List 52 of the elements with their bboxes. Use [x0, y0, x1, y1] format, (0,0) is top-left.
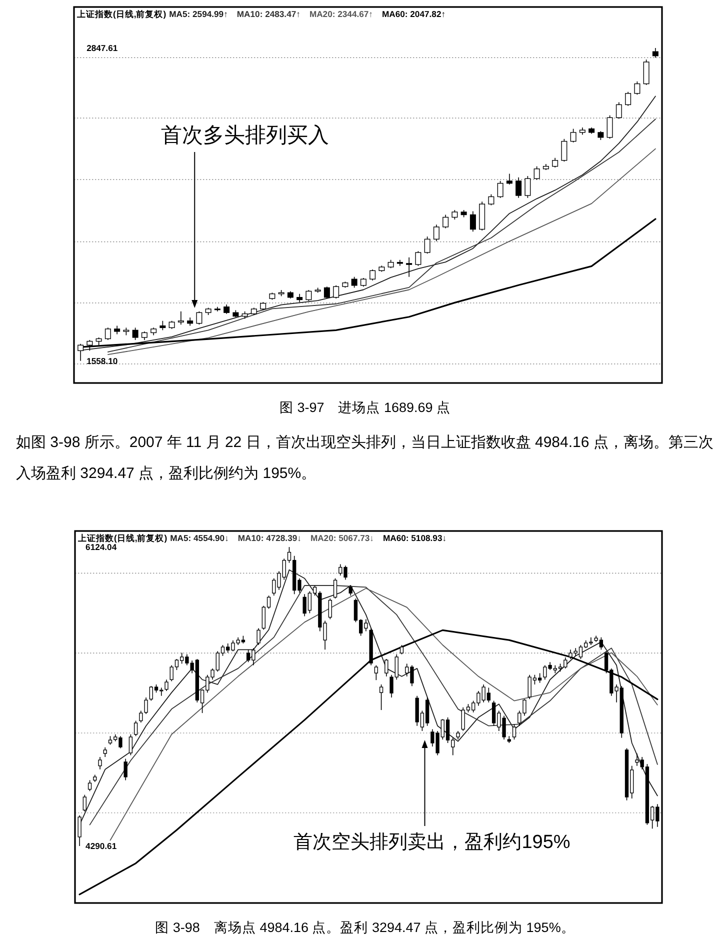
- candlestick: [98, 756, 102, 770]
- candlestick: [256, 628, 260, 646]
- annotation: 首次多头排列买入: [161, 124, 329, 147]
- candlestick: [507, 736, 511, 744]
- y-tick-label: 4290.61: [86, 840, 117, 851]
- candlestick: [139, 710, 143, 723]
- candlestick: [150, 327, 157, 336]
- text: MA5: 4554.90↓: [170, 533, 229, 543]
- annotation: 首次空头排列卖出，盈利约195%: [294, 831, 570, 853]
- text: MA10: 2483.47↑: [236, 9, 300, 19]
- candlestick: [287, 290, 294, 299]
- candlestick: [141, 331, 148, 340]
- chart-title: 上证指数(日线,前复权): [77, 533, 168, 543]
- candlestick: [328, 598, 332, 620]
- text: 如图 3-98 所示。2007 年 11 月 22 日，首次出现空头排列，当日上证指数收盘 4984.16 点，离场。第三次入场盈利 3294.47 点，盈利比例约为 195%。: [16, 434, 714, 482]
- candlestick: [103, 746, 107, 758]
- candlestick: [516, 177, 522, 198]
- candlestick: [506, 173, 512, 185]
- text: MA20: 5067.73↓: [310, 533, 374, 543]
- candlestick: [178, 310, 184, 325]
- candlestick: [396, 259, 403, 266]
- candlestick: [296, 293, 303, 302]
- candlestick: [479, 201, 486, 231]
- candlestick: [406, 256, 412, 278]
- y-tick-label: 1558.10: [86, 356, 118, 366]
- candlestick: [552, 158, 558, 168]
- text: MA10: 4728.39↓: [238, 533, 302, 543]
- caption: 图 3-98 离场点 4984.16 点。盈利 3294.47 点，盈利比例为 195%。: [155, 920, 575, 935]
- caption: 图 3-97 进场点 1689.69 点: [279, 400, 451, 415]
- candlestick: [579, 127, 586, 136]
- candlestick: [114, 325, 120, 335]
- candlestick: [104, 327, 111, 340]
- candlestick: [224, 304, 230, 314]
- y-tick-label: 6124.04: [86, 542, 117, 552]
- text: MA5: 2594.99↑: [169, 9, 228, 19]
- y-tick-label: 2847.61: [86, 43, 118, 54]
- candlestick: [324, 286, 330, 299]
- chart-title: 上证指数(日线,前复权): [76, 9, 166, 19]
- candlestick: [144, 697, 148, 714]
- candlestick: [187, 317, 194, 326]
- line-series: [78, 629, 658, 896]
- candlestick: [542, 164, 549, 170]
- candlestick: [164, 679, 168, 692]
- text: MA60: 2047.82↑: [382, 9, 446, 19]
- candlestick: [433, 224, 440, 242]
- text: MA20: 2344.67↑: [309, 9, 373, 19]
- candlestick: [348, 585, 352, 596]
- candlestick: [652, 48, 658, 58]
- candlestick: [470, 210, 476, 232]
- candlestick: [616, 102, 622, 120]
- text: MA60: 5108.93↓: [382, 533, 447, 543]
- candlestick: [124, 758, 128, 781]
